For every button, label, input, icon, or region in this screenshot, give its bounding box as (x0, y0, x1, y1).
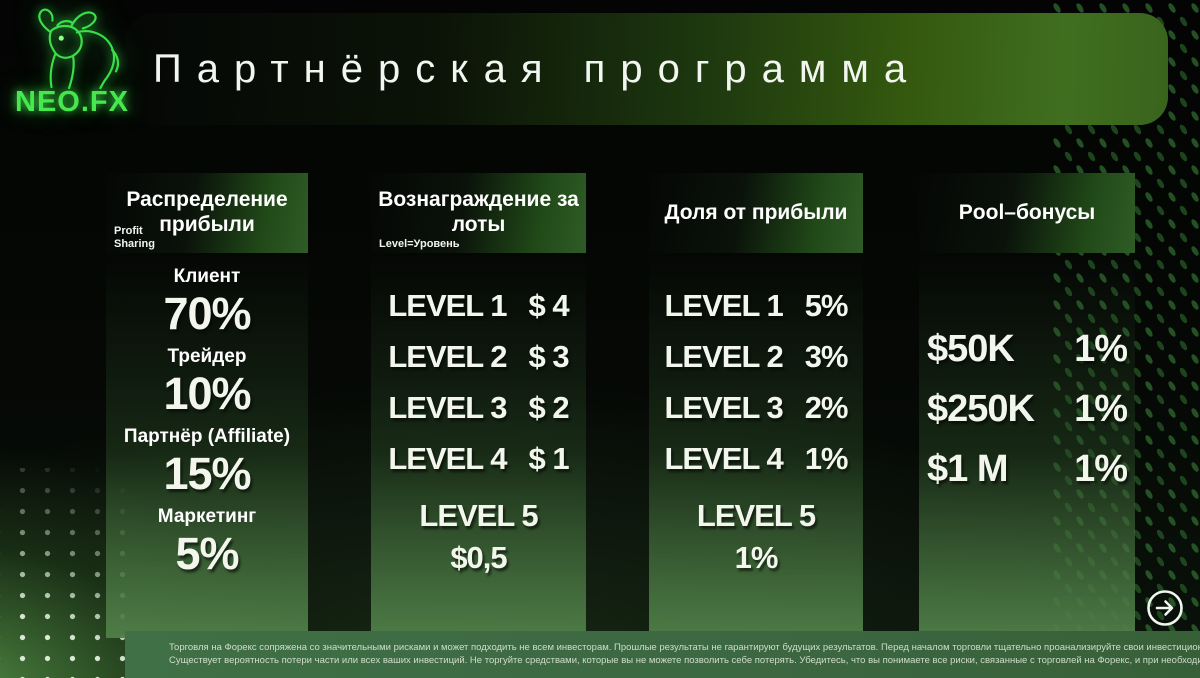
pool-row: $50K 1% (919, 327, 1135, 371)
column-body: $50K 1% $250K 1% $1 M 1% (919, 253, 1135, 638)
level-value: $0,5 (450, 540, 507, 575)
level-row: LEVEL 2 3% (664, 339, 849, 374)
disclaimer-line-1: Торговля на Форекс сопряжена со значител… (169, 642, 1200, 653)
column-header: Вознаграждение за лоты Level=Уровень (371, 173, 586, 253)
column-header: Pool–бонусы (919, 173, 1135, 253)
share-label: Партнёр (Affiliate) (123, 426, 291, 447)
share-value: 5% (175, 528, 239, 579)
level-row: LEVEL 4 1% (664, 441, 849, 476)
level-value: $ 1 (528, 441, 570, 476)
level-value: 1% (804, 441, 849, 476)
circled-right-arrow-icon (1147, 590, 1183, 626)
share-value: 15% (163, 448, 251, 499)
column-profit-sharing: Распределение прибыли Profit Sharing Кли… (106, 173, 308, 638)
page-title: Партнёрская программа (153, 46, 922, 91)
level-label: LEVEL 3 (388, 390, 507, 425)
pool-value: 1% (1074, 388, 1128, 430)
column-header: Доля от прибыли (649, 173, 863, 253)
level-label: LEVEL 3 (664, 390, 783, 425)
brand-name: NEO.FX (15, 86, 129, 118)
pool-threshold: $250K (927, 388, 1035, 430)
level-label: LEVEL 5 (419, 498, 538, 533)
level-label: LEVEL 4 (388, 441, 507, 476)
column-title: Доля от прибыли (664, 200, 848, 224)
risk-disclaimer: Торговля на Форекс сопряжена со значител… (125, 631, 1200, 678)
level-row: LEVEL 3 2% (664, 390, 849, 425)
column-subtitle: Level=Уровень (379, 237, 460, 250)
brand-logo: NEO.FX (6, 4, 138, 134)
pool-value: 1% (1074, 448, 1128, 490)
share-item: Маркетинг 5% (158, 505, 256, 578)
share-label: Клиент (173, 266, 241, 287)
share-value: 70% (163, 288, 251, 339)
share-label: Маркетинг (157, 506, 257, 527)
column-body: LEVEL 1 $ 4 LEVEL 2 $ 3 LEVEL 3 $ 2 LEVE… (371, 253, 586, 638)
column-title: Распределение прибыли (126, 188, 288, 236)
column-subtitle: Profit Sharing (114, 225, 155, 250)
column-lot-rewards: Вознаграждение за лоты Level=Уровень LEV… (371, 173, 586, 638)
share-item: Партнёр (Affiliate) 15% (124, 425, 290, 498)
level-value: $ 2 (528, 390, 570, 425)
level-row: LEVEL 1 $ 4 (388, 288, 570, 323)
level-value: 5% (804, 288, 849, 323)
level-label: LEVEL 2 (388, 339, 507, 374)
share-item: Клиент 70% (163, 265, 251, 339)
title-banner: Партнёрская программа (125, 13, 1168, 125)
level-value: 1% (734, 540, 779, 575)
level-row: LEVEL 3 $ 2 (388, 390, 570, 425)
pool-threshold: $50K (927, 328, 1015, 370)
pool-threshold: $1 M (927, 448, 1008, 490)
level-value: $ 3 (528, 339, 570, 374)
level-value: 3% (804, 339, 849, 374)
pool-row: $250K 1% (919, 387, 1135, 431)
next-arrow-button[interactable] (1144, 587, 1186, 629)
column-body: Клиент 70% Трейдер 10% Партнёр (Affiliat… (106, 253, 308, 638)
level-label: LEVEL 1 (388, 288, 507, 323)
level-value: $ 4 (528, 288, 570, 323)
level-label: LEVEL 4 (664, 441, 783, 476)
level-row-stacked: LEVEL 5 1% (696, 498, 816, 575)
pool-row: $1 M 1% (919, 447, 1135, 491)
level-row: LEVEL 1 5% (664, 288, 849, 323)
pool-value: 1% (1074, 328, 1128, 370)
level-label: LEVEL 2 (664, 339, 783, 374)
bull-logo-icon (38, 8, 120, 90)
disclaimer-line-2: Существует вероятность потери части или … (169, 655, 1200, 666)
level-label: LEVEL 5 (696, 498, 816, 533)
share-label: Трейдер (167, 346, 247, 367)
column-profit-share-levels: Доля от прибыли LEVEL 1 5% LEVEL 2 3% LE… (649, 173, 863, 638)
level-row: LEVEL 2 $ 3 (388, 339, 570, 374)
level-row-stacked: LEVEL 5 $0,5 (419, 498, 538, 575)
column-pool-bonuses: Pool–бонусы $50K 1% $250K 1% $1 M 1% (919, 173, 1135, 638)
column-title: Pool–бонусы (958, 200, 1096, 224)
level-label: LEVEL 1 (664, 288, 783, 323)
share-item: Трейдер 10% (163, 345, 251, 419)
share-value: 10% (163, 368, 251, 419)
level-row: LEVEL 4 $ 1 (388, 441, 570, 476)
column-title: Вознаграждение за лоты (378, 188, 579, 236)
column-body: LEVEL 1 5% LEVEL 2 3% LEVEL 3 2% LEVEL 4… (649, 253, 863, 638)
level-value: 2% (804, 390, 849, 425)
column-header: Распределение прибыли Profit Sharing (106, 173, 308, 253)
